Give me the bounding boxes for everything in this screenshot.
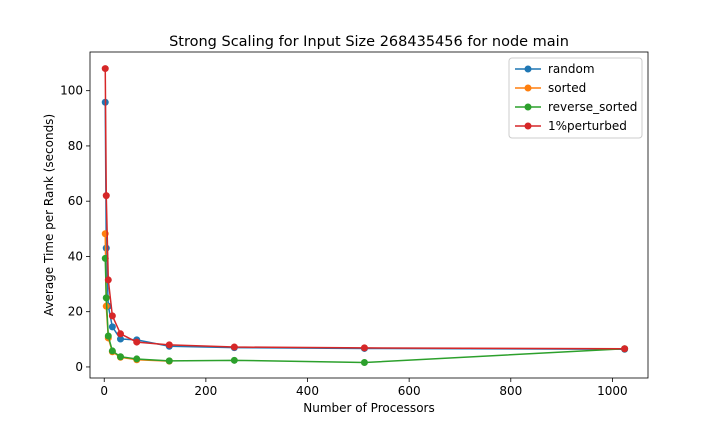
data-point	[102, 192, 110, 200]
x-tick-label: 600	[398, 384, 421, 398]
data-point	[102, 294, 110, 302]
x-tick-label: 400	[296, 384, 319, 398]
plot-frame	[89, 51, 649, 379]
legend-swatch-marker	[524, 103, 532, 111]
legend-swatch-marker	[524, 84, 532, 92]
legend-label: reverse_sorted	[548, 100, 637, 114]
plot-area	[89, 51, 649, 379]
y-tick-label: 100	[60, 84, 83, 98]
x-tick-label: 0	[100, 384, 108, 398]
data-point	[133, 338, 141, 346]
legend-swatch-marker	[524, 122, 532, 130]
data-point	[133, 355, 141, 363]
x-tick-label: 1000	[597, 384, 628, 398]
legend-item: random	[515, 62, 595, 76]
legend-item: sorted	[515, 81, 586, 95]
legend-label: 1%perturbed	[548, 119, 627, 133]
data-point	[360, 344, 368, 352]
series-line	[104, 68, 625, 350]
series-line	[104, 258, 625, 364]
x-tick-label: 800	[499, 384, 522, 398]
chart-title: Strong Scaling for Input Size 268435456 …	[169, 34, 569, 50]
x-axis-label: Number of Processors	[303, 401, 434, 415]
legend-item: reverse_sorted	[515, 100, 637, 114]
y-tick-label: 0	[75, 360, 83, 374]
y-axis: 0 20 40 60 80 100	[60, 84, 90, 374]
data-point	[101, 65, 109, 73]
series-line	[104, 102, 625, 351]
data-point	[230, 343, 238, 351]
data-point	[104, 276, 112, 284]
data-point	[116, 353, 124, 361]
y-tick-label: 20	[68, 305, 83, 319]
legend: random sorted reverse_sorted 1%perturbed	[508, 57, 643, 139]
x-axis: 0 200 400 600 800 1000	[100, 378, 628, 398]
data-point	[108, 347, 116, 355]
data-point	[165, 357, 173, 365]
legend-item: 1%perturbed	[515, 119, 627, 133]
data-point	[165, 341, 173, 349]
y-axis-label: Average Time per Rank (seconds)	[42, 114, 56, 316]
data-point	[360, 359, 368, 367]
series-layer	[101, 65, 629, 367]
y-tick-label: 60	[68, 194, 83, 208]
legend-label: sorted	[548, 81, 586, 95]
data-point	[102, 244, 110, 252]
legend-swatch-marker	[524, 65, 532, 73]
data-point	[108, 312, 116, 320]
y-tick-label: 80	[68, 139, 83, 153]
y-tick-label: 40	[68, 249, 83, 263]
data-point	[621, 345, 629, 353]
data-point	[108, 323, 116, 331]
data-point	[230, 356, 238, 364]
data-point	[116, 335, 124, 343]
legend-box	[508, 57, 643, 139]
data-point	[104, 332, 112, 340]
x-tick-label: 200	[194, 384, 217, 398]
series-1%perturbed	[101, 65, 629, 353]
legend-label: random	[548, 62, 595, 76]
data-point	[116, 330, 124, 338]
